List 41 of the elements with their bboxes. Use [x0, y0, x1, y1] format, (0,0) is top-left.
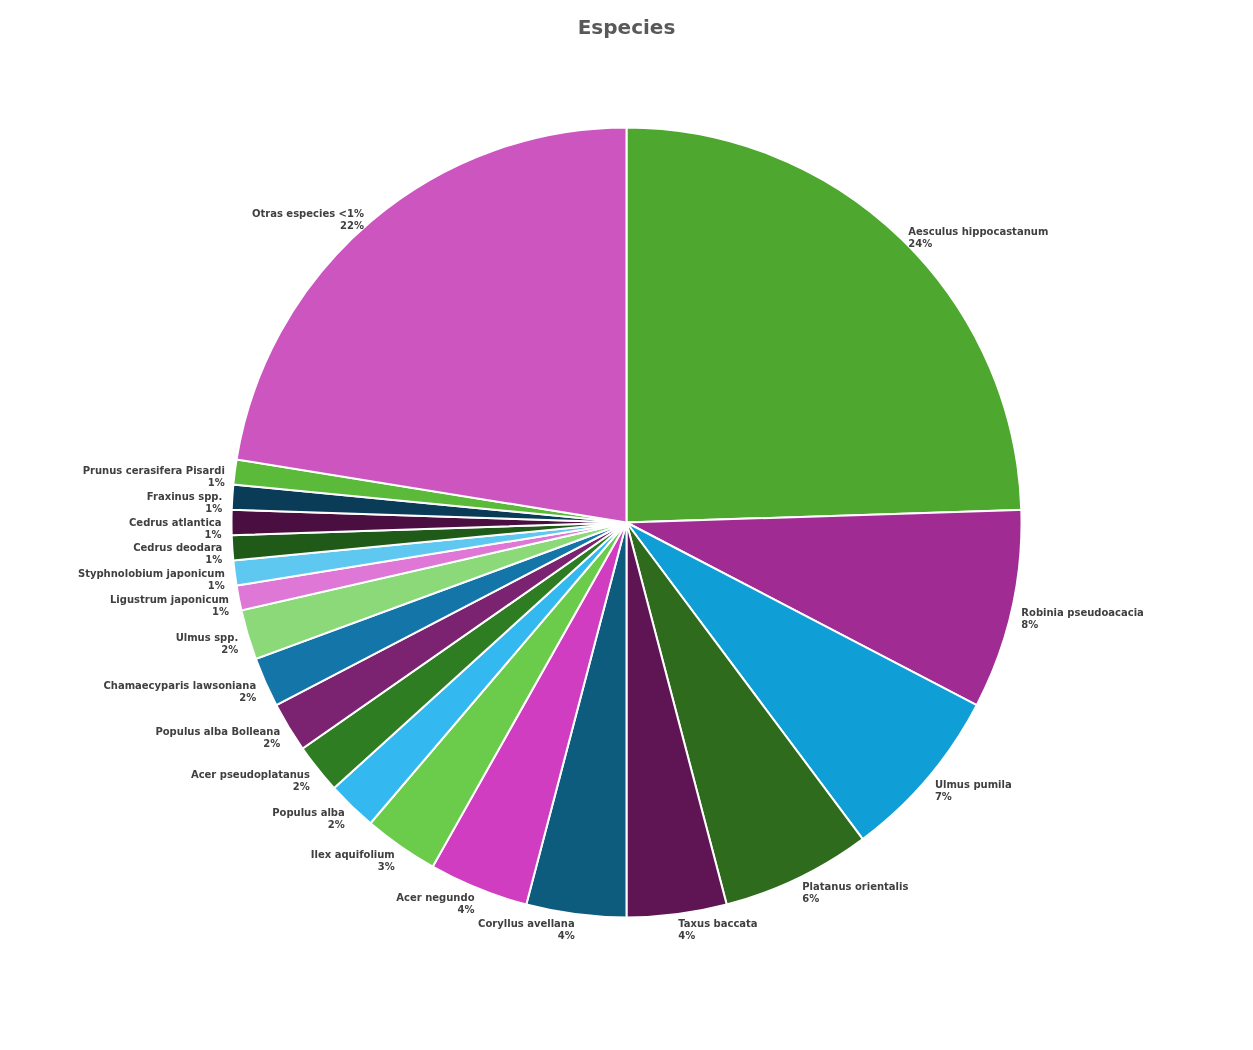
data-label: 2%: [221, 643, 239, 655]
slice-label: Cedrus deodara: [133, 542, 223, 554]
slice-label: Fraxinus spp.: [146, 490, 223, 502]
data-label: 1%: [207, 580, 225, 592]
data-label: 4%: [457, 903, 475, 915]
data-label: 3%: [377, 860, 395, 872]
data-label: 4%: [678, 930, 696, 942]
slice-label: Ulmus pumila: [934, 779, 1012, 791]
slice-label: Styphnolobium japonicum: [77, 568, 225, 580]
slice-label: Acer pseudoplatanus: [190, 769, 310, 781]
slice-label: Robinia pseudoacacia: [1021, 606, 1144, 618]
slice-label: Acer negundo: [396, 891, 475, 903]
slice-label: Otras especies <1%: [251, 208, 364, 220]
slice-label: Coryllus avellana: [478, 918, 575, 930]
data-label: 1%: [205, 554, 223, 566]
data-label: 1%: [204, 528, 222, 540]
data-label: 6%: [802, 893, 820, 905]
slice-label: Cedrus atlantica: [129, 516, 222, 528]
slice-label: Populus alba: [272, 807, 345, 819]
slice-label: Chamaecyparis lawsoniana: [103, 680, 257, 692]
data-label: 24%: [908, 237, 933, 249]
chart-title: Especies: [577, 15, 676, 39]
slice-label: Ligustrum japonicum: [109, 593, 229, 605]
data-label: 2%: [263, 738, 281, 750]
data-label: 8%: [1021, 618, 1039, 630]
slice-label: Prunus cerasifera Pisardi: [82, 464, 225, 476]
slice-label: Ulmus spp.: [175, 631, 239, 643]
data-label: 1%: [207, 476, 225, 488]
data-label: 1%: [205, 502, 223, 514]
slice-label: Populus alba Bolleana: [155, 726, 281, 738]
data-label: 1%: [211, 605, 229, 617]
slice-label: Taxus baccata: [678, 918, 758, 930]
slice-label: Ilex aquifolium: [310, 848, 395, 860]
data-label: 7%: [934, 791, 952, 803]
data-label: 2%: [292, 781, 310, 793]
data-label: 2%: [239, 692, 257, 704]
data-label: 4%: [557, 930, 575, 942]
data-label: 22%: [340, 220, 364, 232]
slice-label: Aesculus hippocastanum: [908, 225, 1049, 237]
data-label: 2%: [327, 819, 345, 831]
slice-label: Platanus orientalis: [802, 881, 909, 893]
